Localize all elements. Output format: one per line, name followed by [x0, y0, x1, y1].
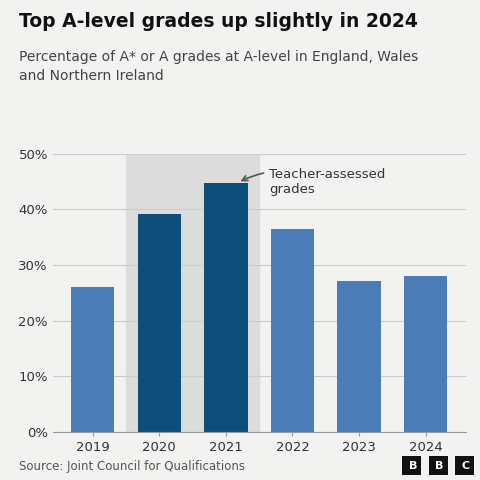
Text: Percentage of A* or A grades at A-level in England, Wales
and Northern Ireland: Percentage of A* or A grades at A-level …	[19, 50, 419, 83]
Bar	[71, 287, 114, 432]
Text: B: B	[408, 461, 417, 470]
Bar	[138, 214, 181, 432]
Bar	[126, 154, 259, 432]
Bar	[404, 276, 447, 432]
Text: C: C	[462, 461, 469, 470]
Bar	[204, 182, 248, 432]
Text: Top A-level grades up slightly in 2024: Top A-level grades up slightly in 2024	[19, 12, 418, 31]
Bar	[337, 280, 381, 432]
Text: Source: Joint Council for Qualifications: Source: Joint Council for Qualifications	[19, 460, 245, 473]
Text: Teacher-assessed
grades: Teacher-assessed grades	[242, 168, 385, 195]
Text: B: B	[435, 461, 444, 470]
Bar	[271, 229, 314, 432]
